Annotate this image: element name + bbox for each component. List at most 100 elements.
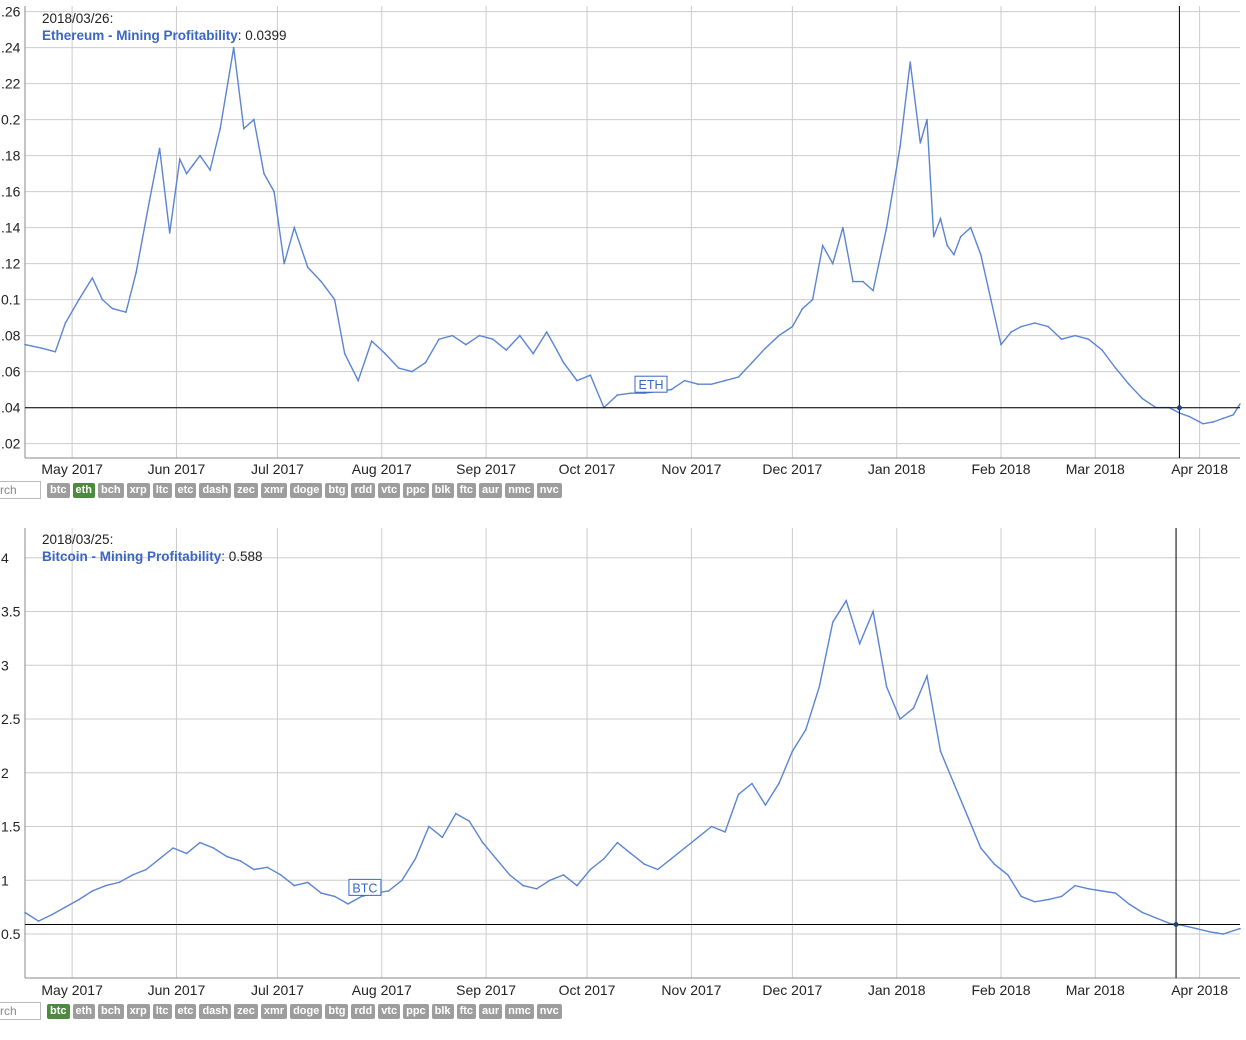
data-point xyxy=(192,163,195,166)
data-point xyxy=(451,334,454,337)
data-point xyxy=(333,298,336,301)
crosshair-point xyxy=(1173,922,1179,928)
coin-button-btc[interactable]: btc xyxy=(47,482,70,498)
coin-button-btg[interactable]: btg xyxy=(325,482,349,498)
coin-button-bch[interactable]: bch xyxy=(98,1003,124,1019)
search-input[interactable]: rch xyxy=(0,1002,41,1020)
coin-button-ppc[interactable]: ppc xyxy=(403,482,429,498)
coin-button-xrp[interactable]: xrp xyxy=(126,1003,150,1019)
data-point xyxy=(697,383,699,386)
coin-button-ltc[interactable]: ltc xyxy=(152,482,172,498)
coin-button-zec[interactable]: zec xyxy=(234,1003,258,1019)
data-point xyxy=(357,379,359,382)
coin-button-bch[interactable]: bch xyxy=(98,482,124,498)
data-point xyxy=(438,338,440,341)
data-point xyxy=(616,841,619,844)
data-point xyxy=(953,782,955,785)
data-point xyxy=(751,782,753,785)
coin-button-btc[interactable]: btc xyxy=(47,1003,70,1019)
data-point xyxy=(791,325,794,328)
data-point xyxy=(54,351,57,353)
legend-series-name: Ethereum - Mining Profitability xyxy=(42,28,238,43)
data-point xyxy=(1060,338,1063,341)
data-point xyxy=(104,884,107,887)
data-point xyxy=(135,271,137,274)
x-tick-label: Jul 2017 xyxy=(251,461,304,477)
data-point xyxy=(562,361,565,364)
coin-button-aur[interactable]: aur xyxy=(479,482,503,498)
data-point xyxy=(343,352,346,355)
data-point xyxy=(78,898,80,901)
coin-button-nvc[interactable]: nvc xyxy=(536,482,562,498)
coin-button-etc[interactable]: etc xyxy=(174,482,197,498)
data-point xyxy=(158,857,161,860)
coin-button-ppc[interactable]: ppc xyxy=(403,1003,429,1019)
eth-chart[interactable]: .26 .24 .22 0.2 .18 .16 .14 .12 0.1 .08 .06 .04 .02 M… xyxy=(0,0,1246,480)
data-point xyxy=(751,361,753,364)
coin-button-nvc[interactable]: nvc xyxy=(536,1003,562,1019)
data-point xyxy=(465,343,467,346)
data-point xyxy=(1033,322,1036,324)
data-point xyxy=(518,334,521,337)
data-point xyxy=(492,338,494,341)
coin-button-xrp[interactable]: xrp xyxy=(126,482,150,498)
coin-button-btg[interactable]: btg xyxy=(325,1003,349,1019)
coin-button-xmr[interactable]: xmr xyxy=(260,1003,288,1019)
data-point xyxy=(980,253,982,256)
data-point xyxy=(158,147,161,150)
data-point xyxy=(226,855,228,858)
coin-button-nmc[interactable]: nmc xyxy=(505,1003,534,1019)
series-flag-box[interactable] xyxy=(348,878,382,896)
data-point xyxy=(831,262,834,265)
btc-chart[interactable]: 4 3.5 3 2.5 2 1.5 1 0.5 May 2017 Jun 2017 Jul 2017… xyxy=(0,522,1246,1002)
data-point xyxy=(481,841,484,844)
coin-button-nmc[interactable]: nmc xyxy=(505,482,534,498)
x-tick-label: Aug 2017 xyxy=(352,982,412,998)
coin-button-rdd[interactable]: rdd xyxy=(351,482,376,498)
coin-button-aur[interactable]: aur xyxy=(479,1003,503,1019)
coin-button-doge[interactable]: doge xyxy=(290,1003,323,1019)
coin-button-vtc[interactable]: vtc xyxy=(378,1003,401,1019)
x-tick-label: Mar 2018 xyxy=(1066,461,1125,477)
data-point xyxy=(111,307,114,310)
chart-legend: 2018/03/25: Bitcoin - Mining Profitabili… xyxy=(42,531,263,565)
x-tick-label: Nov 2017 xyxy=(661,461,721,477)
data-point xyxy=(347,903,349,905)
coin-button-doge[interactable]: doge xyxy=(290,482,323,498)
series-flag-box[interactable] xyxy=(634,375,668,393)
data-point xyxy=(125,311,127,314)
coin-button-ftc[interactable]: ftc xyxy=(456,482,477,498)
data-point xyxy=(576,379,578,382)
data-point xyxy=(562,874,565,876)
data-point xyxy=(852,280,854,283)
data-point xyxy=(428,825,430,828)
data-point xyxy=(1060,895,1063,898)
series-line xyxy=(24,599,1241,935)
data-point xyxy=(37,920,40,922)
x-tick-label: May 2017 xyxy=(41,982,103,998)
data-point xyxy=(232,46,235,49)
y-tick-label: .16 xyxy=(1,184,21,200)
data-point xyxy=(1047,325,1049,328)
coin-button-blk[interactable]: blk xyxy=(431,1003,454,1019)
data-point xyxy=(1074,884,1076,887)
coin-button-blk[interactable]: blk xyxy=(431,482,454,498)
data-point xyxy=(939,217,942,220)
coin-button-zec[interactable]: zec xyxy=(234,482,258,498)
coin-button-dash[interactable]: dash xyxy=(199,482,232,498)
data-point xyxy=(764,804,767,806)
data-point xyxy=(387,890,390,892)
coin-button-ltc[interactable]: ltc xyxy=(152,1003,172,1019)
coin-button-rdd[interactable]: rdd xyxy=(351,1003,376,1019)
data-point xyxy=(1006,874,1009,876)
coin-button-eth[interactable]: eth xyxy=(72,482,95,498)
coin-button-vtc[interactable]: vtc xyxy=(378,482,401,498)
x-tick-label: Feb 2018 xyxy=(971,461,1030,477)
coin-button-eth[interactable]: eth xyxy=(72,1003,95,1019)
x-tick-label: Dec 2017 xyxy=(762,982,822,998)
coin-button-dash[interactable]: dash xyxy=(199,1003,232,1019)
search-input[interactable]: rch xyxy=(0,481,41,499)
coin-button-etc[interactable]: etc xyxy=(174,1003,197,1019)
coin-button-ftc[interactable]: ftc xyxy=(456,1003,477,1019)
coin-button-xmr[interactable]: xmr xyxy=(260,482,288,498)
